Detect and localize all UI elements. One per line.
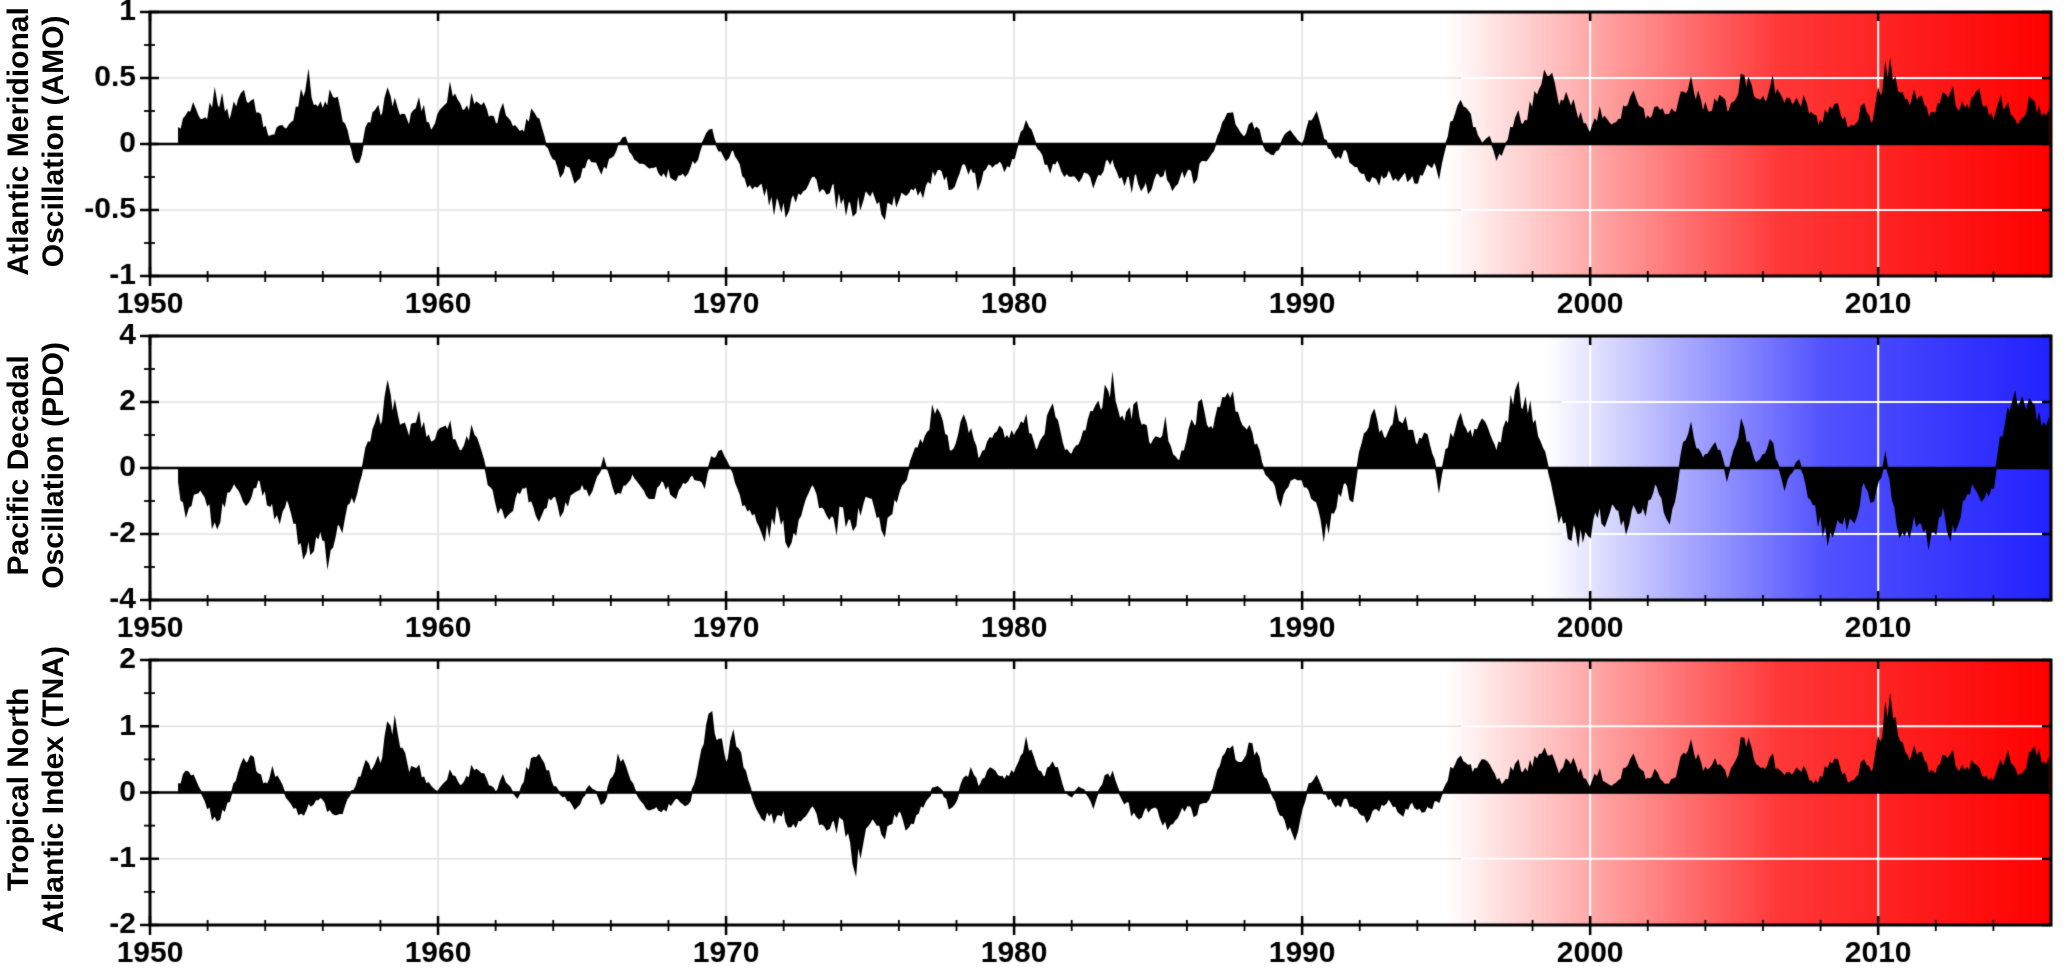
amo-y-axis-label-text: Atlantic Meridional Oscillation (AMO) [1, 6, 71, 276]
pdo-y-axis-label: Pacific Decadal Oscillation (PDO) [0, 324, 72, 648]
amo-panel: Atlantic Meridional Oscillation (AMO) [0, 0, 2067, 324]
tna-y-axis-label-text: Tropical North Atlantic Index (TNA) [1, 646, 71, 933]
tna-panel: Tropical North Atlantic Index (TNA) [0, 646, 2067, 973]
pdo-y-axis-label-text: Pacific Decadal Oscillation (PDO) [1, 341, 71, 589]
tna-y-axis-label: Tropical North Atlantic Index (TNA) [0, 646, 72, 973]
amo-y-axis-label: Atlantic Meridional Oscillation (AMO) [0, 0, 72, 324]
pdo-panel: Pacific Decadal Oscillation (PDO) [0, 324, 2067, 648]
pdo-chart-canvas [72, 324, 2067, 648]
amo-chart-canvas [72, 0, 2067, 324]
tna-chart-canvas [72, 648, 2067, 973]
